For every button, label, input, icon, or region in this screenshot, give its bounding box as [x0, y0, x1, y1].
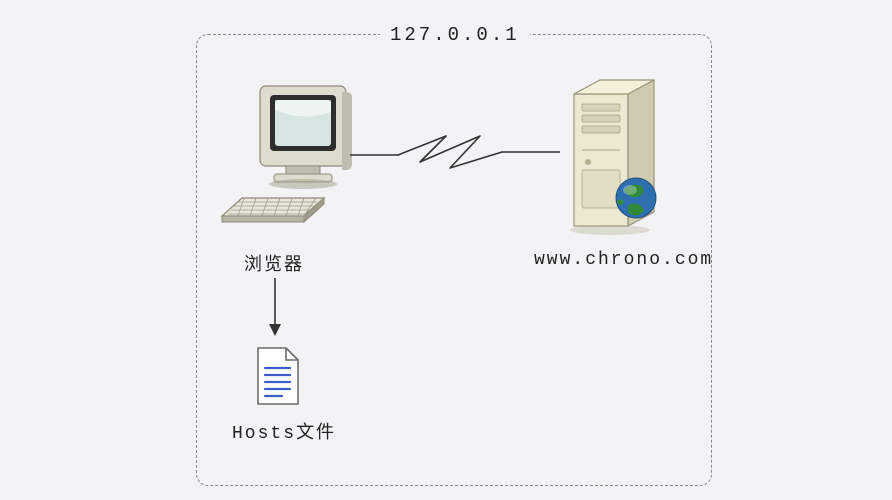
browser-label: 浏览器 [244, 250, 304, 276]
server-label: www.chrono.com [534, 250, 713, 270]
hosts-label: Hosts文件 [232, 418, 336, 444]
arrow-down [265, 278, 285, 340]
computer-icon [220, 80, 360, 240]
diagram-title: 127.0.0.1 [380, 24, 530, 46]
file-icon [252, 344, 304, 410]
diagram-canvas: 127.0.0.1 [0, 0, 892, 500]
connection-line [350, 130, 560, 180]
server-icon [558, 70, 678, 240]
